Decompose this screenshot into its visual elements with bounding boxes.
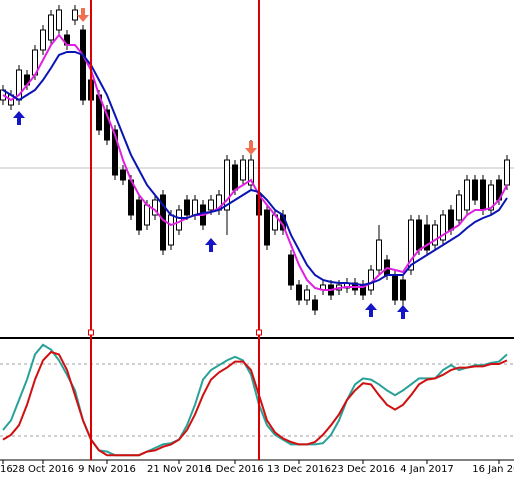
- candle-body: [448, 209, 454, 231]
- candle-body: [296, 284, 302, 301]
- candle-body: [208, 199, 214, 211]
- buy-signal-arrow: [397, 305, 409, 319]
- candle-body: [176, 209, 182, 231]
- candle-body: [112, 129, 118, 176]
- candle-body: [104, 109, 110, 141]
- time-label: 16 Jan 201: [472, 464, 514, 475]
- candle-body: [424, 224, 430, 251]
- candle-body: [480, 179, 486, 211]
- candle-body: [288, 254, 294, 286]
- candle-body: [192, 199, 198, 216]
- moving-average: [2, 33, 508, 291]
- candle-body: [48, 14, 54, 41]
- candle-body: [232, 164, 238, 191]
- sell-signal-arrow: [245, 141, 257, 155]
- candle-body: [312, 299, 318, 311]
- time-label: 13 Dec 2016: [267, 464, 331, 475]
- candle-body: [248, 159, 254, 186]
- buy-signal-arrow: [365, 303, 377, 317]
- candle-body: [40, 29, 46, 51]
- candle-body: [472, 179, 478, 201]
- candle-body: [440, 214, 446, 241]
- time-label: 16: [0, 464, 13, 475]
- candle-body: [184, 199, 190, 216]
- candle-body: [456, 194, 462, 221]
- candle-body: [224, 159, 230, 211]
- time-label: 21 Nov 2016: [147, 464, 211, 475]
- candle-body: [168, 214, 174, 246]
- moving-average: [2, 51, 508, 287]
- candle-body: [80, 29, 86, 101]
- candle-body: [136, 199, 142, 231]
- buy-signal-arrow: [205, 238, 217, 252]
- oscillator-line: [2, 350, 508, 457]
- candle-body: [400, 279, 406, 301]
- candle-body: [432, 224, 438, 246]
- candle-body: [464, 179, 470, 211]
- candle-body: [144, 204, 150, 226]
- candle-body: [56, 9, 62, 31]
- candle-body: [488, 184, 494, 211]
- candle-body: [264, 209, 270, 246]
- time-label: 9 Nov 2016: [78, 464, 136, 475]
- candle-body: [504, 159, 510, 186]
- candle-body: [392, 274, 398, 301]
- candle-body: [376, 239, 382, 271]
- candle-body: [408, 219, 414, 271]
- time-label: 23 Dec 2016: [331, 464, 395, 475]
- sell-signal-arrow: [77, 8, 89, 22]
- candle-body: [304, 289, 310, 301]
- candle-body: [72, 9, 78, 21]
- candle-body: [240, 159, 246, 181]
- time-label: 1 Dec 2016: [206, 464, 264, 475]
- candle-body: [416, 219, 422, 251]
- buy-signal-arrow: [13, 111, 25, 125]
- event-handle: [256, 329, 262, 336]
- time-label: 4 Jan 2017: [400, 464, 454, 475]
- candle-body: [120, 169, 126, 181]
- event-handle: [88, 329, 94, 336]
- time-label: 28 Oct 2016: [12, 464, 74, 475]
